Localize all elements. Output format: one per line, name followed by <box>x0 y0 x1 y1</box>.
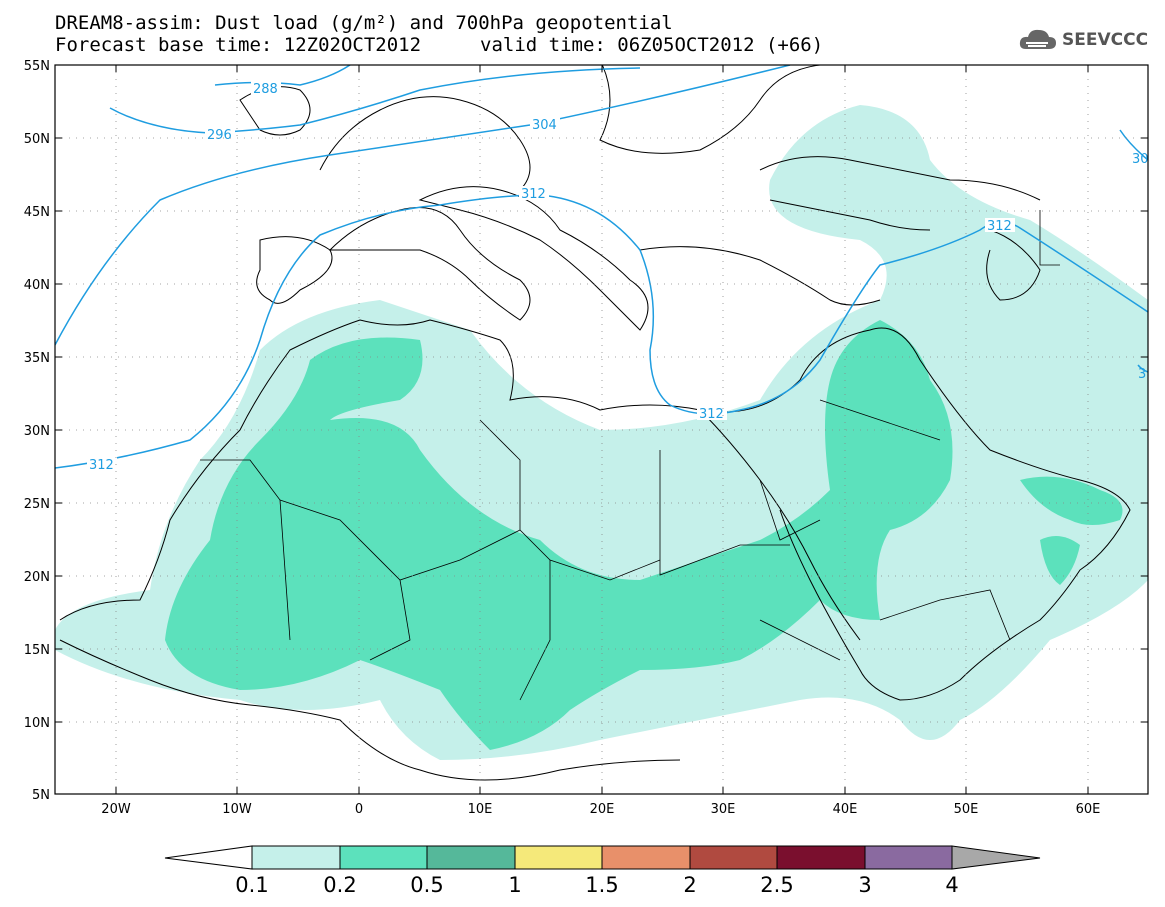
colorbar-swatch <box>864 845 953 870</box>
contour-label-312-caspian: 312 <box>987 219 1012 234</box>
colorbar-tick: 0.5 <box>410 873 443 897</box>
longitude-labels: 20W 10W 0 10E 20E 30E 40E 50E 60E <box>101 802 1100 817</box>
colorbar <box>164 845 1041 870</box>
contour-label-312-egypt: 312 <box>699 407 724 422</box>
colorbar-tick: 1.5 <box>585 873 618 897</box>
dust-level-0.2-gulf <box>1020 476 1123 525</box>
contour-label-30x: 30 <box>1132 152 1149 167</box>
lon-label: 60E <box>1076 802 1101 817</box>
coastlines <box>59 65 1131 781</box>
lat-label: 20N <box>24 570 50 585</box>
contour-label-3x: 3 <box>1138 367 1146 382</box>
contour-296 <box>109 67 641 134</box>
seevccc-logo: SEEVCCC <box>1018 26 1148 54</box>
geopotential-contours <box>55 65 1148 469</box>
colorbar-tick: 2 <box>683 873 696 897</box>
lon-label: 50E <box>954 802 979 817</box>
lon-label: 30E <box>711 802 736 817</box>
lat-label: 10N <box>24 716 50 731</box>
forecast-base-time: Forecast base time: 12Z02OCT2012 <box>55 34 422 56</box>
logo-text: SEEVCCC <box>1062 30 1149 50</box>
lat-label: 30N <box>24 424 50 439</box>
lat-label: 55N <box>24 59 50 74</box>
tick-marks <box>55 64 1148 794</box>
colorbar-labels: 0.1 0.2 0.5 1 1.5 2 2.5 3 4 <box>235 873 958 897</box>
dust-level-0.2-oman <box>1040 536 1080 585</box>
borders <box>200 210 1060 701</box>
contour-312-west <box>55 194 1148 469</box>
lat-label: 50N <box>24 132 50 147</box>
colorbar-tick: 4 <box>945 873 958 897</box>
contour-30x <box>1119 129 1148 161</box>
contour-label-296: 296 <box>207 128 232 143</box>
colorbar-tick: 0.2 <box>323 873 356 897</box>
lon-label: 0 <box>355 802 363 817</box>
lat-label: 5N <box>32 788 50 803</box>
colorbar-tick: 2.5 <box>760 873 793 897</box>
dust-level-0.2 <box>165 320 953 750</box>
colorbar-under-arrow <box>164 845 253 870</box>
lat-label: 40N <box>24 278 50 293</box>
valid-time: valid time: 06Z05OCT2012 (+66) <box>480 34 824 56</box>
latitude-labels: 55N 50N 45N 40N 35N 30N 25N 20N 15N 10N … <box>24 59 50 803</box>
map-title: DREAM8-assim: Dust load (g/m²) and 700hP… <box>55 12 673 34</box>
lon-label: 10W <box>222 802 252 817</box>
contour-labels: 288 296 304 312 312 312 312 30 3 <box>87 81 1149 473</box>
gridlines <box>55 65 1148 794</box>
lon-label: 20E <box>590 802 615 817</box>
lat-label: 35N <box>24 351 50 366</box>
colorbar-swatch <box>776 845 866 870</box>
lat-label: 15N <box>24 643 50 658</box>
contour-label-304: 304 <box>532 118 557 133</box>
lon-label: 40E <box>833 802 858 817</box>
cloud-logo-icon <box>1019 29 1056 49</box>
lon-label: 10E <box>468 802 493 817</box>
contour-label-312-europe: 312 <box>521 187 546 202</box>
dust-fields: 288 296 304 312 312 312 312 30 3 <box>55 65 1149 794</box>
colorbar-tick: 0.1 <box>235 873 268 897</box>
colorbar-over-arrow <box>951 845 1041 870</box>
colorbar-swatch <box>514 845 603 870</box>
contour-label-312-atlantic: 312 <box>89 458 114 473</box>
lat-label: 45N <box>24 205 50 220</box>
colorbar-swatch <box>689 845 778 870</box>
colorbar-swatch <box>426 845 516 870</box>
colorbar-swatch <box>339 845 428 870</box>
colorbar-swatch <box>601 845 691 870</box>
colorbar-swatch <box>251 845 341 870</box>
lon-label: 20W <box>101 802 131 817</box>
colorbar-tick: 1 <box>508 873 521 897</box>
contour-288 <box>214 65 351 86</box>
contour-3x <box>1137 364 1148 373</box>
lat-label: 25N <box>24 497 50 512</box>
colorbar-tick: 3 <box>858 873 871 897</box>
contour-304 <box>55 65 791 346</box>
contour-label-288: 288 <box>253 82 278 97</box>
